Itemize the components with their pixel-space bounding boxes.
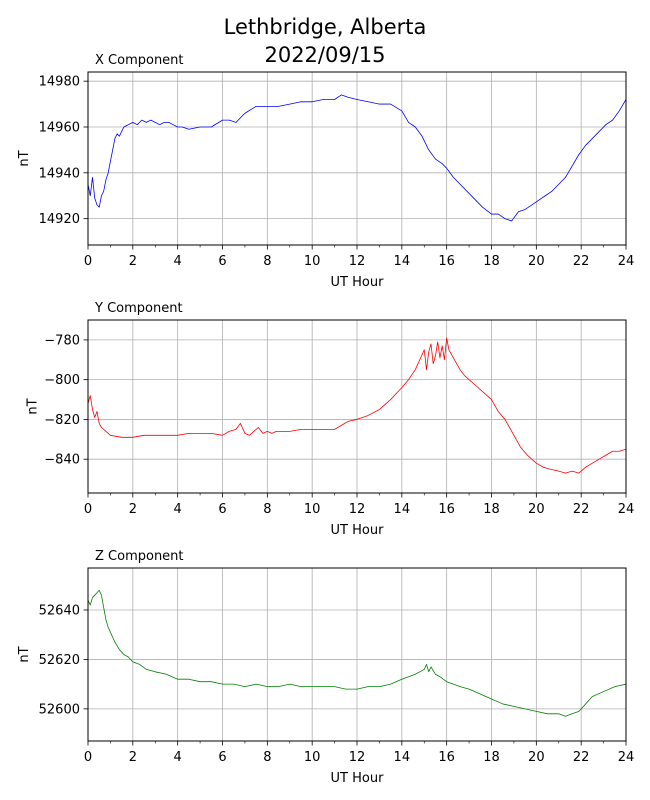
x-component-x-tick-label: 24 (618, 254, 635, 269)
z-component-title: Z Component (95, 549, 184, 564)
x-component-x-axis-label: UT Hour (331, 275, 385, 290)
z-component-x-tick-label: 22 (573, 750, 590, 765)
z-component-x-tick-label: 10 (304, 750, 321, 765)
y-component-y-tick-label: −820 (44, 413, 80, 428)
y-component-x-tick-label: 12 (349, 502, 366, 517)
y-component-x-tick-label: 8 (263, 502, 271, 517)
y-component-x-tick-label: 6 (218, 502, 226, 517)
y-component-x-tick-label: 20 (528, 502, 545, 517)
x-component-y-tick-label: 14960 (39, 120, 80, 135)
y-component-x-tick-label: 10 (304, 502, 321, 517)
z-component-y-tick-label: 52620 (39, 653, 80, 668)
x-component-x-tick-label: 6 (218, 254, 226, 269)
z-component-x-tick-label: 8 (263, 750, 271, 765)
y-component-x-tick-label: 4 (174, 502, 182, 517)
y-component-series-line (88, 337, 626, 474)
y-component-x-tick-label: 22 (573, 502, 590, 517)
x-component-x-tick-label: 22 (573, 254, 590, 269)
z-component-x-tick-label: 14 (394, 750, 411, 765)
y-component-x-axis-label: UT Hour (331, 523, 385, 538)
x-component-y-tick-label: 14980 (39, 75, 80, 90)
z-component-x-tick-label: 24 (618, 750, 635, 765)
z-component-y-tick-label: 52600 (39, 702, 80, 717)
x-component-x-tick-label: 8 (263, 254, 271, 269)
z-component-y-axis-label: nT (17, 646, 32, 662)
z-component-y-tick-label: 52640 (39, 604, 80, 619)
z-component-x-tick-label: 2 (129, 750, 137, 765)
z-component-x-tick-label: 12 (349, 750, 366, 765)
x-component-series-line (88, 94, 626, 222)
z-component-x-tick-label: 20 (528, 750, 545, 765)
y-component-y-tick-label: −800 (44, 373, 80, 388)
x-component-x-tick-label: 18 (483, 254, 500, 269)
y-component-x-tick-label: 0 (84, 502, 92, 517)
x-component-x-tick-label: 12 (349, 254, 366, 269)
y-component-x-tick-label: 24 (618, 502, 635, 517)
z-component-series-line (88, 589, 626, 717)
z-component-x-tick-label: 0 (84, 750, 92, 765)
panels: 0 2 4 6 8 10 12 14 16 18 20 22 241492014940149601498… (17, 53, 634, 786)
y-component-y-tick-label: −840 (44, 453, 80, 468)
y-component-x-tick-label: 16 (438, 502, 455, 517)
y-component-y-tick-label: −780 (44, 333, 80, 348)
z-component-x-tick-label: 6 (218, 750, 226, 765)
figure-title-line2: 2022/09/15 (264, 43, 385, 67)
x-component-x-tick-label: 16 (438, 254, 455, 269)
y-component-y-axis-label: nT (25, 398, 40, 414)
x-component-x-tick-label: 0 (84, 254, 92, 269)
z-component-x-tick-label: 16 (438, 750, 455, 765)
y-component-x-tick-label: 18 (483, 502, 500, 517)
x-component-y-tick-label: 14940 (39, 166, 80, 181)
x-component-panel: 0 2 4 6 8 10 12 14 16 18 20 22 241492014940149601498… (17, 53, 634, 290)
x-component-x-tick-label: 14 (394, 254, 411, 269)
figure-title-line1: Lethbridge, Alberta (224, 15, 427, 39)
x-component-y-axis-label: nT (17, 150, 32, 166)
z-component-x-axis-label: UT Hour (331, 771, 385, 786)
x-component-x-tick-label: 2 (129, 254, 137, 269)
x-component-x-tick-label: 4 (174, 254, 182, 269)
x-component-x-tick-label: 10 (304, 254, 321, 269)
x-component-x-tick-label: 20 (528, 254, 545, 269)
x-component-y-tick-label: 14920 (39, 212, 80, 227)
z-component-x-tick-label: 4 (174, 750, 182, 765)
y-component-x-tick-label: 2 (129, 502, 137, 517)
y-component-title: Y Component (94, 301, 183, 316)
z-component-x-tick-label: 18 (483, 750, 500, 765)
y-component-x-tick-label: 14 (394, 502, 411, 517)
x-component-title: X Component (95, 53, 184, 68)
